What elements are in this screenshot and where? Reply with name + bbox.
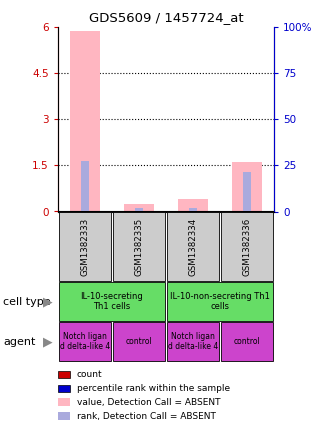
Bar (124, 204, 154, 212)
Bar (167, 282, 273, 321)
Text: Notch ligan
d delta-like 4: Notch ligan d delta-like 4 (60, 332, 110, 351)
Text: Notch ligan
d delta-like 4: Notch ligan d delta-like 4 (168, 332, 218, 351)
Text: GSM1382335: GSM1382335 (134, 217, 143, 275)
Text: control: control (125, 337, 152, 346)
Text: count: count (77, 370, 103, 379)
Bar (243, 172, 251, 212)
Text: ▶: ▶ (43, 335, 53, 348)
Text: ▶: ▶ (43, 295, 53, 308)
Text: agent: agent (3, 337, 36, 347)
Text: GSM1382336: GSM1382336 (242, 217, 251, 275)
Text: cell type: cell type (3, 297, 51, 307)
Bar (70, 30, 100, 211)
Bar (167, 212, 219, 280)
Bar (221, 212, 273, 280)
Bar (221, 322, 273, 361)
Bar (189, 208, 197, 212)
Text: GSM1382334: GSM1382334 (188, 217, 197, 275)
Bar (58, 322, 111, 361)
Bar (178, 199, 208, 212)
Text: value, Detection Call = ABSENT: value, Detection Call = ABSENT (77, 398, 220, 407)
Bar (135, 208, 143, 212)
Bar (232, 162, 262, 212)
Text: IL-10-secreting
Th1 cells: IL-10-secreting Th1 cells (81, 292, 143, 311)
Bar (58, 282, 165, 321)
Text: control: control (234, 337, 260, 346)
Bar (167, 322, 219, 361)
Text: IL-10-non-secreting Th1
cells: IL-10-non-secreting Th1 cells (170, 292, 270, 311)
Bar (58, 212, 111, 280)
Bar (113, 322, 165, 361)
Bar (81, 161, 89, 212)
Text: GSM1382333: GSM1382333 (80, 217, 89, 275)
Text: rank, Detection Call = ABSENT: rank, Detection Call = ABSENT (77, 412, 216, 421)
Title: GDS5609 / 1457724_at: GDS5609 / 1457724_at (88, 11, 243, 24)
Bar (113, 212, 165, 280)
Text: percentile rank within the sample: percentile rank within the sample (77, 384, 230, 393)
